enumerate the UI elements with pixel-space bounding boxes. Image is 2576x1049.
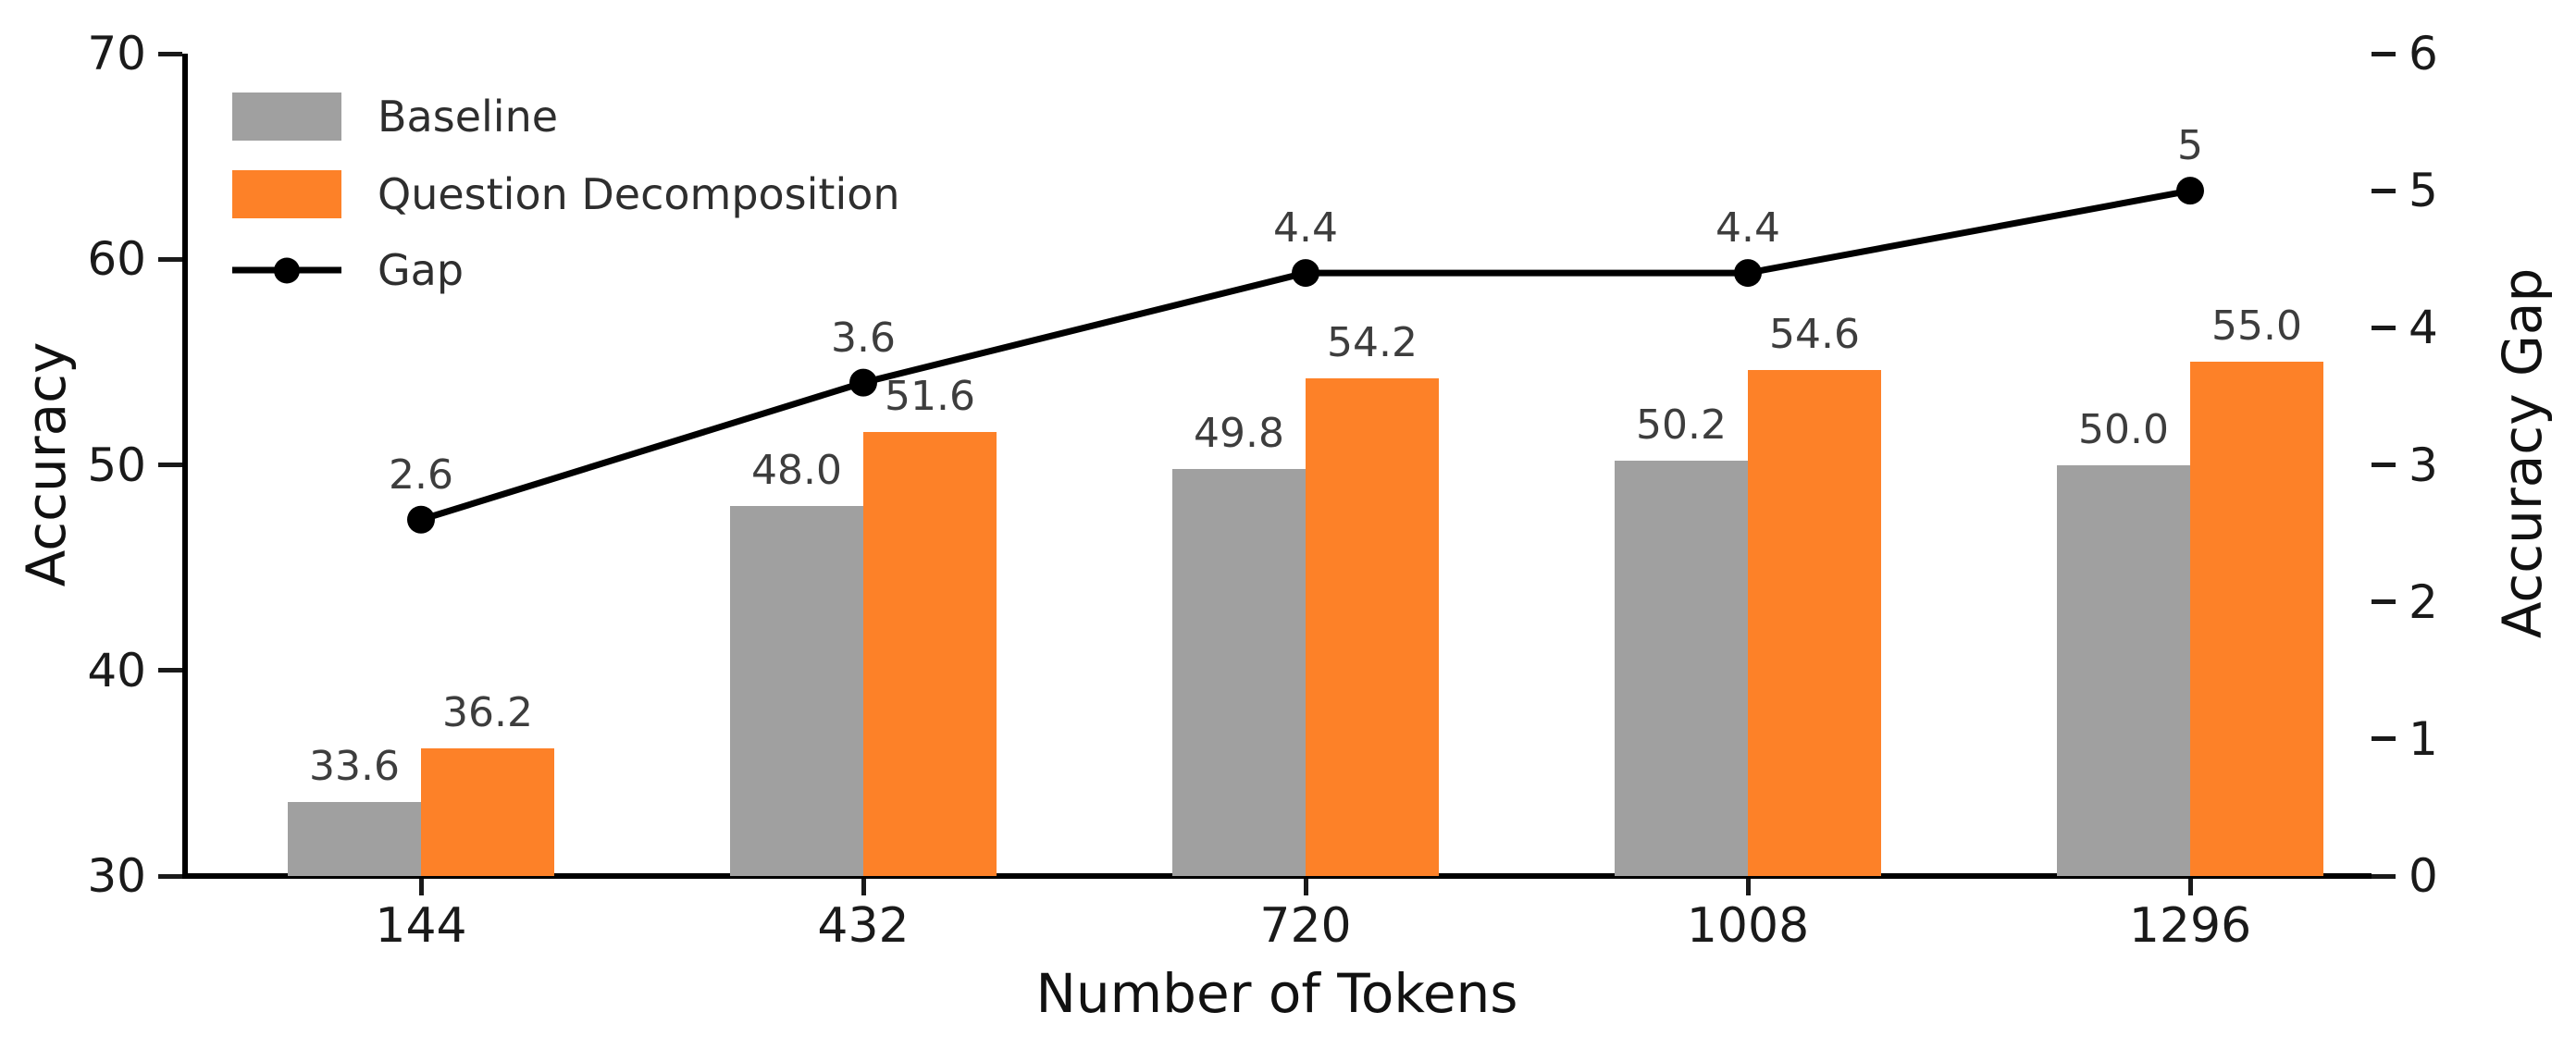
gap-point [407, 505, 435, 534]
right-axis-tick [2372, 51, 2396, 56]
bar-value-label: 50.2 [1636, 401, 1727, 450]
left-axis-tick-label: 60 [87, 232, 146, 287]
right-axis-tick [2372, 325, 2396, 330]
legend-label-baseline: Baseline [378, 92, 559, 142]
bar-baseline [288, 801, 421, 876]
left-axis-spine [182, 54, 188, 879]
gap-point [1734, 259, 1762, 288]
gap-value-label: 5 [2177, 122, 2203, 170]
left-axis-tick-label: 30 [87, 849, 146, 903]
bar-value-label: 33.6 [309, 742, 400, 790]
bar-baseline [1172, 468, 1306, 876]
x-axis-tick-label: 720 [1259, 898, 1352, 954]
gap-point [1292, 259, 1319, 288]
legend-label-gap: Gap [378, 245, 464, 295]
x-axis-tick-label: 144 [375, 898, 467, 954]
right-axis-tick [2372, 463, 2396, 467]
bar-question-decomposition [2190, 362, 2323, 876]
bar-baseline [2057, 464, 2190, 876]
x-axis-tick [418, 879, 424, 895]
legend-item-question-decomposition: Question Decomposition [232, 167, 1065, 222]
right-axis-tick-label: 4 [2409, 301, 2438, 355]
x-axis-tick-label: 1296 [2128, 898, 2252, 954]
x-axis-tick-label: 432 [817, 898, 910, 954]
right-axis-tick [2372, 599, 2396, 605]
bar-value-label: 36.2 [442, 689, 533, 737]
x-axis-tick [1303, 879, 1308, 895]
bar-value-label: 48.0 [751, 446, 842, 494]
bar-question-decomposition [863, 431, 997, 876]
right-axis-tick [2372, 736, 2396, 742]
right-axis-tick-label: 2 [2409, 574, 2438, 629]
gap-line-marker-icon [232, 257, 341, 283]
right-axis-tick-label: 1 [2409, 711, 2438, 766]
right-axis-tick-label: 6 [2409, 27, 2438, 80]
left-axis-tick-label: 40 [87, 643, 146, 697]
x-axis-tick [861, 879, 866, 895]
legend-item-gap: Gap [232, 242, 1065, 298]
legend-label-question-decomposition: Question Decomposition [378, 169, 900, 219]
question-decomposition-swatch [232, 170, 341, 218]
left-axis-tick [158, 463, 182, 467]
bar-value-label: 51.6 [885, 372, 975, 420]
right-axis-title: Accuracy Gap [2491, 267, 2554, 639]
left-axis-tick [158, 873, 182, 879]
right-axis-tick-label: 3 [2409, 438, 2438, 492]
bar-question-decomposition [421, 748, 554, 876]
x-axis-title: Number of Tokens [1035, 962, 1518, 1025]
left-axis-tick [158, 51, 182, 56]
right-axis-tick [2372, 188, 2396, 193]
gap-dot-marker-icon [274, 257, 300, 283]
bar-baseline [1615, 461, 1748, 876]
left-axis-tick [158, 668, 182, 673]
left-axis-tick [158, 256, 182, 262]
bottom-axis-spine [182, 873, 2372, 879]
bar-value-label: 54.2 [1327, 319, 1418, 367]
baseline-swatch [232, 93, 341, 141]
bar-value-label: 49.8 [1194, 409, 1284, 457]
bar-question-decomposition [1306, 378, 1439, 876]
right-axis-tick-label: 5 [2409, 164, 2438, 218]
right-axis-tick-label: 0 [2409, 849, 2438, 903]
left-axis-tick-label: 50 [87, 438, 146, 492]
gap-value-label: 3.6 [831, 314, 896, 362]
x-axis-tick [1745, 879, 1751, 895]
bar-value-label: 54.6 [1769, 311, 1860, 359]
bar-baseline [730, 505, 863, 876]
gap-value-label: 4.4 [1715, 204, 1780, 253]
left-axis-tick-label: 70 [87, 27, 146, 80]
bar-value-label: 50.0 [2078, 405, 2169, 453]
right-axis-tick [2372, 873, 2396, 879]
x-axis-tick-label: 1008 [1686, 898, 1810, 954]
gap-point [849, 368, 877, 397]
gap-value-label: 2.6 [389, 450, 453, 499]
gap-value-label: 4.4 [1273, 204, 1338, 253]
x-axis-tick [2187, 879, 2193, 895]
bar-value-label: 55.0 [2211, 302, 2302, 351]
gap-point [2176, 177, 2204, 205]
bar-question-decomposition [1748, 370, 1881, 876]
legend-item-baseline: Baseline [232, 89, 1065, 144]
